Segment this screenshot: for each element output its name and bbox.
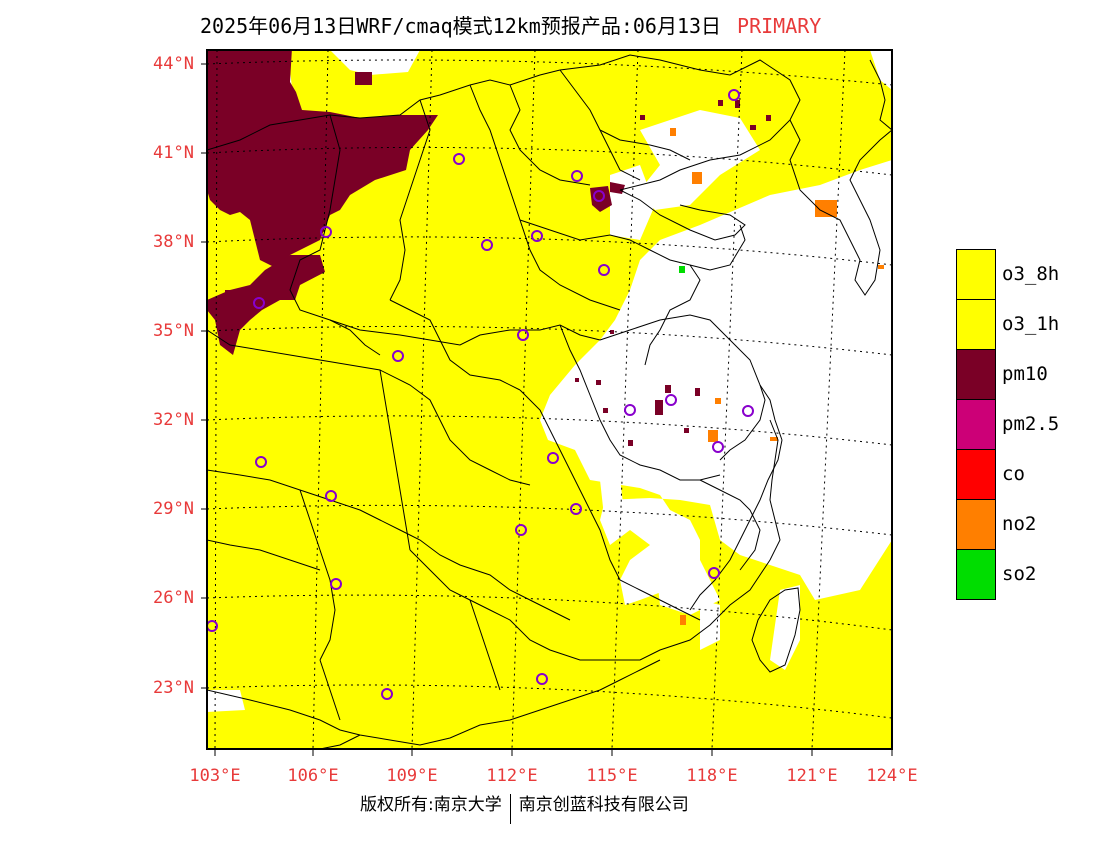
lat-label-44n: 44°N	[153, 54, 194, 74]
lon-label-106e: 106°E	[287, 766, 339, 786]
lon-label-118e: 118°E	[686, 766, 738, 786]
lon-label-121e: 121°E	[786, 766, 838, 786]
copyright-owner: 版权所有:南京大学	[360, 795, 502, 815]
lat-label-35n: 35°N	[153, 321, 194, 341]
clean-regions	[207, 50, 892, 712]
legend-swatch	[956, 449, 996, 500]
axis-ticks	[201, 63, 893, 756]
lon-label-115e: 115°E	[586, 766, 638, 786]
legend-swatch	[956, 399, 996, 450]
graticule	[207, 50, 892, 749]
pm10-regions	[207, 50, 771, 446]
legend-label: pm2.5	[1002, 413, 1060, 435]
lon-label-124e: 124°E	[866, 766, 918, 786]
legend-label: co	[1002, 463, 1025, 485]
legend-swatch	[956, 349, 996, 400]
footer-divider	[509, 794, 511, 824]
legend-label: o3_1h	[1002, 313, 1060, 335]
legend-swatch	[956, 249, 996, 300]
map-title: 2025年06月13日WRF/cmaq模式12km预报产品:06月13日 PRIM…	[200, 12, 821, 40]
lat-label-23n: 23°N	[153, 678, 194, 698]
map-fill	[207, 50, 892, 749]
copyright-footer: 版权所有:南京大学 南京创蓝科技有限公司	[360, 790, 689, 824]
lat-label-38n: 38°N	[153, 232, 194, 252]
lon-label-112e: 112°E	[486, 766, 538, 786]
copyright-company: 南京创蓝科技有限公司	[518, 795, 689, 815]
no2-regions	[670, 128, 884, 625]
lat-label-32n: 32°N	[153, 410, 194, 430]
legend-label: pm10	[1002, 363, 1048, 385]
map-frame	[206, 49, 893, 750]
lat-label-29n: 29°N	[153, 499, 194, 519]
legend-label: no2	[1002, 513, 1037, 535]
lon-label-109e: 109°E	[386, 766, 438, 786]
legend-label: so2	[1002, 563, 1037, 585]
city-markers	[207, 89, 754, 700]
legend-label: o3_8h	[1002, 263, 1060, 285]
lat-label-41n: 41°N	[153, 143, 194, 163]
lat-label-26n: 26°N	[153, 588, 194, 608]
primary-tag: PRIMARY	[737, 14, 822, 38]
so2-region	[679, 266, 685, 273]
title-text: 2025年06月13日WRF/cmaq模式12km预报产品:06月13日	[200, 14, 722, 38]
lon-label-103e: 103°E	[189, 766, 241, 786]
legend-swatch	[956, 299, 996, 350]
boundaries	[207, 54, 892, 749]
legend-swatch	[956, 499, 996, 550]
legend-swatch	[956, 549, 996, 600]
